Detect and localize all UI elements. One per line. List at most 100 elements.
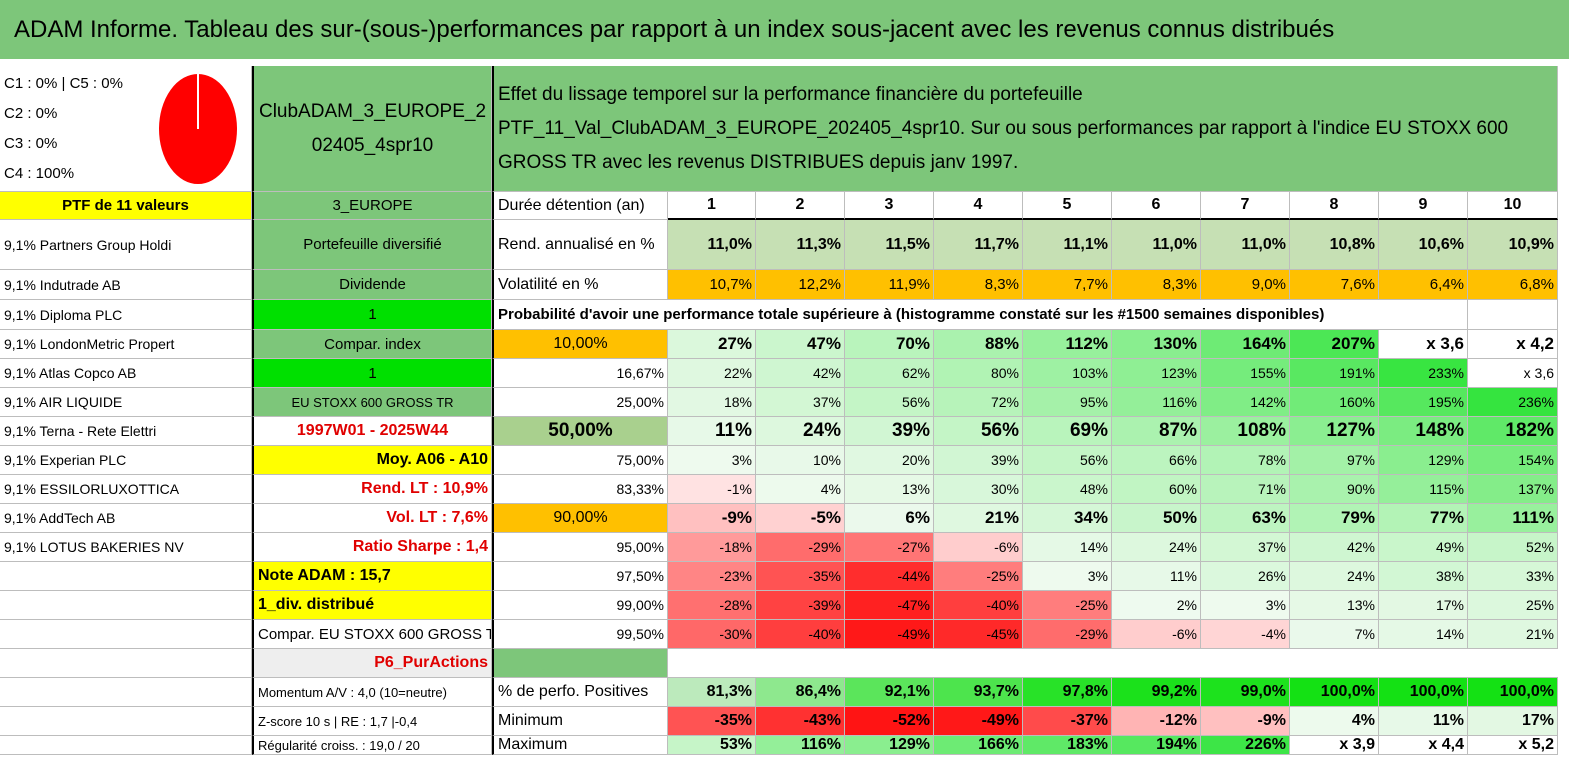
annual-return-value: 11,0% xyxy=(1201,220,1290,270)
probability-value: 37% xyxy=(756,388,845,417)
probability-value: 39% xyxy=(934,446,1023,475)
volatility-value: 12,2% xyxy=(756,270,845,300)
empty-cell xyxy=(1112,649,1201,678)
probability-value: 7% xyxy=(1290,620,1379,649)
probability-value: -45% xyxy=(934,620,1023,649)
probability-value: 129% xyxy=(1379,446,1468,475)
probability-value: -28% xyxy=(668,591,756,620)
maximum-label: Maximum xyxy=(492,736,668,755)
year-header: 6 xyxy=(1112,192,1201,220)
empty-cell xyxy=(1201,649,1290,678)
maximum-value: 183% xyxy=(1023,736,1112,755)
positive-performance-value: 86,4% xyxy=(756,678,845,707)
probability-value: -6% xyxy=(1112,620,1201,649)
probability-value: 108% xyxy=(1201,417,1290,446)
probability-value: 66% xyxy=(1112,446,1201,475)
holding-row: 9,1% Diploma PLC xyxy=(0,300,252,330)
info-cell: Z-score 10 s | RE : 1,7 |-0,4 xyxy=(252,707,492,736)
probability-value: 62% xyxy=(845,359,934,388)
probability-value: 33% xyxy=(1468,562,1558,591)
info-cell: 1 xyxy=(252,300,492,330)
holding-row xyxy=(0,707,252,736)
probability-value: 50% xyxy=(1112,504,1201,533)
annual-return-value: 11,0% xyxy=(668,220,756,270)
year-header: 4 xyxy=(934,192,1023,220)
probability-threshold: 95,00% xyxy=(492,533,668,562)
volatility-value: 6,8% xyxy=(1468,270,1558,300)
probability-value: 142% xyxy=(1201,388,1290,417)
probability-value: -29% xyxy=(1023,620,1112,649)
maximum-value: 194% xyxy=(1112,736,1201,755)
probability-value: 182% xyxy=(1468,417,1558,446)
holding-row xyxy=(0,678,252,707)
legend-c1-c5: C1 : 0% | C5 : 0% xyxy=(4,74,123,92)
annual-return-value: 10,9% xyxy=(1468,220,1558,270)
annual-return-value: 10,6% xyxy=(1379,220,1468,270)
probability-value: 155% xyxy=(1201,359,1290,388)
probability-value: x 3,6 xyxy=(1379,330,1468,359)
probability-threshold: 97,50% xyxy=(492,562,668,591)
probability-value: 34% xyxy=(1023,504,1112,533)
volatility-label: Volatilité en % xyxy=(492,270,668,300)
probability-value: 195% xyxy=(1379,388,1468,417)
probability-value: 148% xyxy=(1379,417,1468,446)
holding-row: 9,1% LOTUS BAKERIES NV xyxy=(0,533,252,562)
empty-cell xyxy=(1468,649,1558,678)
probability-value: 87% xyxy=(1112,417,1201,446)
positive-performance-value: 100,0% xyxy=(1468,678,1558,707)
probability-value: 3% xyxy=(1201,591,1290,620)
probability-value: 3% xyxy=(668,446,756,475)
info-cell: Régularité croiss. : 19,0 / 20 xyxy=(252,736,492,755)
probability-value: 42% xyxy=(756,359,845,388)
probability-value: 42% xyxy=(1290,533,1379,562)
holding-row xyxy=(0,591,252,620)
empty-cell xyxy=(668,649,756,678)
year-header: 8 xyxy=(1290,192,1379,220)
positive-performance-value: 93,7% xyxy=(934,678,1023,707)
empty-cell xyxy=(934,649,1023,678)
probability-threshold: 83,33% xyxy=(492,475,668,504)
probability-value: 79% xyxy=(1290,504,1379,533)
legend-c3: C3 : 0% xyxy=(4,134,58,152)
probability-value: 38% xyxy=(1379,562,1468,591)
probability-value: 6% xyxy=(845,504,934,533)
probability-value: 191% xyxy=(1290,359,1379,388)
probability-value: 26% xyxy=(1201,562,1290,591)
probability-value: -25% xyxy=(1023,591,1112,620)
probability-value: 14% xyxy=(1023,533,1112,562)
report-title: ADAM Informe. Tableau des sur-(sous-)per… xyxy=(0,0,1569,62)
info-cell: Dividende xyxy=(252,270,492,300)
annual-return-value: 10,8% xyxy=(1290,220,1379,270)
probability-value: 11% xyxy=(1112,562,1201,591)
probability-value: -5% xyxy=(756,504,845,533)
minimum-value: -43% xyxy=(756,707,845,736)
holding-row xyxy=(0,620,252,649)
probability-value: -9% xyxy=(668,504,756,533)
probability-value: -39% xyxy=(756,591,845,620)
positive-performance-value: 100,0% xyxy=(1379,678,1468,707)
probability-value: 37% xyxy=(1201,533,1290,562)
probability-threshold: 99,50% xyxy=(492,620,668,649)
year-header: 5 xyxy=(1023,192,1112,220)
probability-value: 88% xyxy=(934,330,1023,359)
positive-performance-value: 100,0% xyxy=(1290,678,1379,707)
empty-cell xyxy=(756,649,845,678)
probability-value: 56% xyxy=(1023,446,1112,475)
positive-performance-value: 81,3% xyxy=(668,678,756,707)
holding-row: 9,1% Experian PLC xyxy=(0,446,252,475)
duration-label: Durée détention (an) xyxy=(492,192,668,220)
probability-value: 24% xyxy=(1290,562,1379,591)
probability-value: -25% xyxy=(934,562,1023,591)
info-cell: Portefeuille diversifié xyxy=(252,220,492,270)
info-cell: Moy. A06 - A10 xyxy=(252,446,492,475)
positive-performance-label: % de perfo. Positives xyxy=(492,678,668,707)
year-header: 10 xyxy=(1468,192,1558,220)
probability-value: 207% xyxy=(1290,330,1379,359)
volatility-value: 6,4% xyxy=(1379,270,1468,300)
probability-value: 49% xyxy=(1379,533,1468,562)
empty-cell xyxy=(1023,649,1112,678)
probability-value: 17% xyxy=(1379,591,1468,620)
empty-cell xyxy=(492,649,668,678)
probability-caption: Probabilité d'avoir une performance tota… xyxy=(492,300,1468,330)
probability-threshold: 25,00% xyxy=(492,388,668,417)
